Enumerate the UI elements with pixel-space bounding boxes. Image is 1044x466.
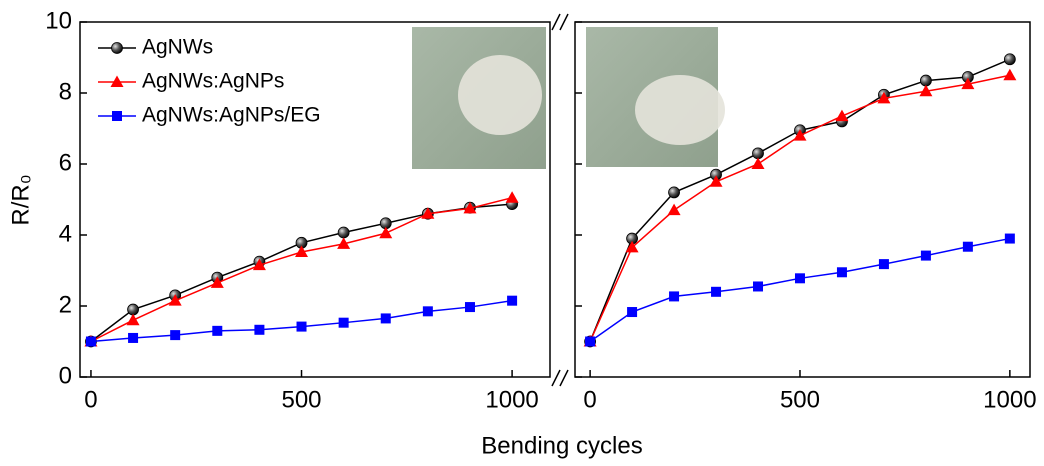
axis-break	[551, 13, 569, 387]
data-point	[210, 276, 224, 288]
data-point	[625, 240, 639, 253]
data-point	[421, 207, 435, 219]
data-point	[836, 267, 847, 278]
data-point	[168, 294, 182, 306]
plot-frame	[79, 21, 551, 378]
data-point	[507, 295, 518, 306]
legend-marker	[111, 42, 123, 54]
legend-marker	[110, 75, 124, 87]
x-axis-title: Bending cycles	[481, 432, 642, 459]
x-tick-label: 0	[84, 386, 97, 413]
data-point	[212, 325, 223, 336]
series-line	[589, 237, 1010, 343]
x-tick-label: 500	[281, 386, 321, 413]
data-point	[295, 245, 309, 258]
data-point	[127, 303, 139, 316]
data-point	[585, 336, 596, 347]
x-tick-label: 0	[583, 386, 596, 413]
data-point	[337, 237, 351, 249]
data-point	[1003, 68, 1017, 81]
data-point	[1004, 233, 1015, 244]
series-line	[90, 203, 513, 343]
data-point	[337, 226, 350, 239]
data-point	[296, 321, 307, 332]
data-point	[793, 129, 807, 141]
data-point	[794, 273, 805, 284]
data-point	[920, 250, 931, 261]
plot-frame	[574, 21, 1031, 378]
data-point	[753, 281, 764, 292]
data-point	[877, 91, 891, 104]
data-point	[254, 324, 265, 335]
x-tick-label: 1000	[983, 386, 1036, 413]
data-point	[752, 147, 764, 160]
y-tick-label: 4	[59, 220, 72, 247]
legend-label: AgNWs:AgNPs/EG	[142, 104, 321, 127]
data-point	[85, 336, 96, 347]
data-point	[464, 302, 475, 313]
y-axis-title: R/R₀	[7, 174, 34, 225]
legend-marker	[112, 111, 122, 121]
inset-finger	[635, 75, 725, 145]
data-point	[919, 84, 933, 97]
data-point	[126, 313, 140, 326]
data-point	[1003, 53, 1016, 66]
data-point	[709, 175, 723, 187]
data-point	[379, 226, 393, 239]
data-point	[751, 157, 765, 169]
data-point	[170, 330, 181, 341]
legend-label: AgNWs	[142, 36, 213, 59]
inset-finger	[458, 55, 542, 135]
data-point	[128, 332, 139, 343]
y-tick-label: 8	[59, 78, 72, 105]
x-tick-label: 1000	[485, 386, 538, 413]
series-line	[90, 196, 513, 343]
y-tick-label: 10	[45, 7, 72, 34]
legend-label: AgNWs:AgNPs	[142, 70, 284, 93]
data-point	[627, 307, 638, 318]
data-point	[463, 201, 477, 214]
data-point	[835, 109, 849, 122]
y-tick-label: 6	[59, 149, 72, 176]
data-point	[961, 77, 975, 90]
data-point	[667, 203, 681, 216]
data-point	[962, 241, 973, 252]
data-point	[252, 258, 266, 271]
series-line	[90, 299, 513, 343]
data-point	[338, 317, 349, 328]
data-point	[711, 286, 722, 297]
data-point	[505, 191, 519, 203]
data-point	[669, 291, 680, 302]
x-tick-label: 500	[780, 386, 820, 413]
data-point	[878, 259, 889, 270]
data-point	[920, 74, 932, 87]
data-point	[422, 306, 433, 317]
data-point	[380, 313, 391, 324]
data-point	[668, 186, 680, 199]
y-tick-label: 2	[59, 291, 72, 318]
y-tick-label: 0	[59, 362, 72, 389]
